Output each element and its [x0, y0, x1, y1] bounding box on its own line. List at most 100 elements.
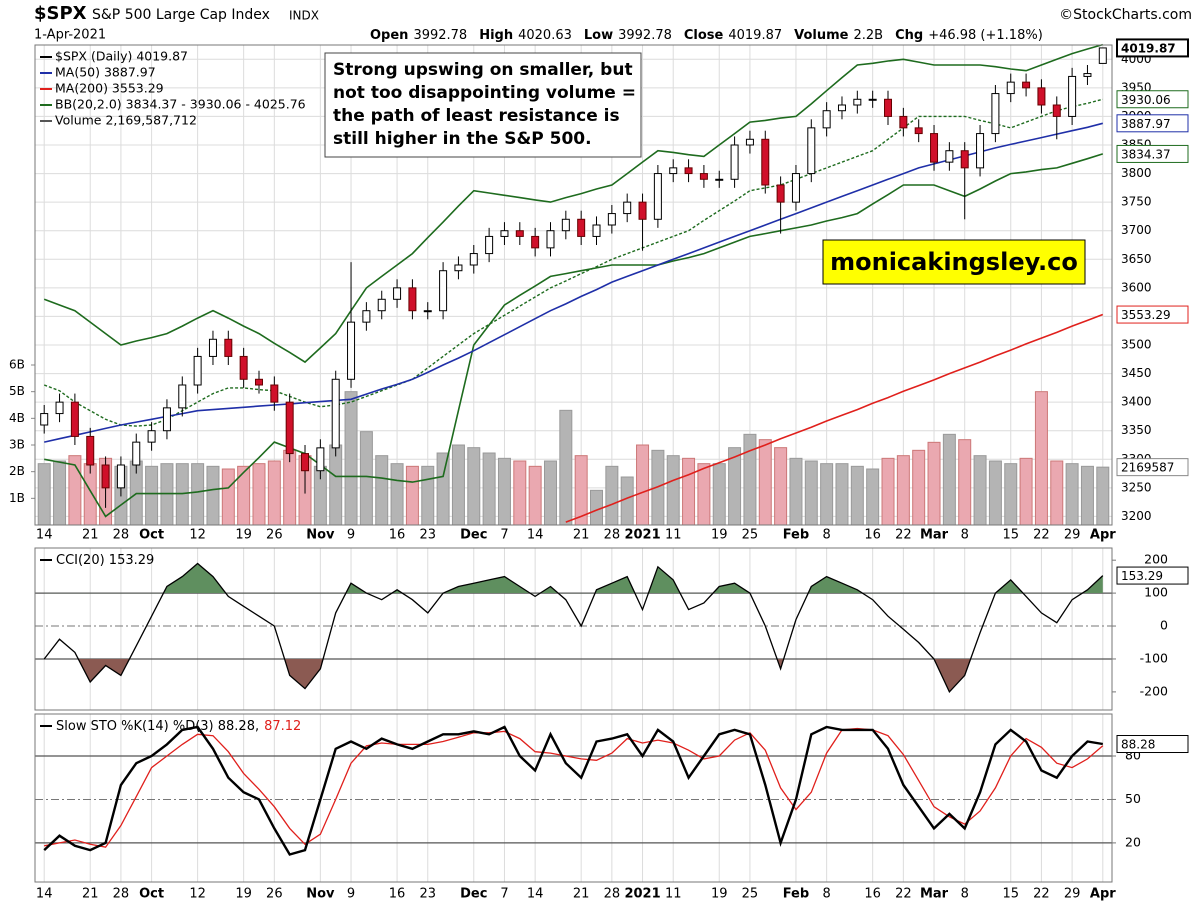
overbought-fill — [44, 563, 1103, 594]
x-tick-label: 29 — [1064, 528, 1081, 543]
y-tick-label: 50 — [1125, 791, 1141, 806]
candle-body — [868, 98, 877, 101]
candle-body — [347, 321, 356, 380]
candle-body — [193, 355, 202, 386]
candle-body — [86, 435, 95, 466]
value-tag: 4019.87 — [1116, 38, 1189, 58]
quote-value: 2.2B — [853, 28, 883, 43]
x-tick-label: 2021 — [624, 528, 660, 543]
annotation-text: still higher in the S&P 500. — [333, 129, 592, 149]
x-tick-label: 26 — [266, 887, 283, 902]
candle-body — [607, 213, 616, 226]
volume-bar — [329, 444, 343, 526]
y-tick-label: 3450 — [1121, 366, 1152, 380]
y-tick-label: 3200 — [1121, 509, 1152, 523]
candle-body — [546, 230, 555, 249]
indicator-line — [43, 725, 1103, 856]
volume-bar — [1096, 466, 1110, 526]
volume-bar — [697, 463, 711, 526]
x-tick-label: Mar — [920, 887, 949, 902]
panel-frame — [34, 713, 1113, 883]
volume-tick-label: 3B — [9, 438, 25, 452]
volume-bar — [789, 457, 803, 526]
watermark-box — [822, 239, 1086, 285]
volume-bar — [405, 465, 419, 526]
x-tick-label: Apr — [1090, 528, 1116, 543]
candle-body — [715, 178, 724, 181]
x-tick-label: 16 — [389, 528, 406, 543]
candle-body — [684, 167, 693, 175]
quote-label: Chg — [895, 28, 923, 43]
volume-bar — [252, 463, 266, 526]
volume-bar — [513, 460, 527, 526]
volume-bar — [421, 465, 435, 526]
x-tick-label: 11 — [665, 528, 682, 543]
volume-bar — [375, 455, 389, 526]
candle-body — [837, 104, 846, 112]
y-tick-label: 3800 — [1121, 166, 1152, 180]
y-tick-label: 3750 — [1121, 195, 1152, 209]
x-tick-label: Oct — [139, 887, 164, 902]
watermark: monicakingsley.co — [830, 248, 1078, 276]
x-tick-label: 7 — [500, 528, 508, 543]
volume-bar — [390, 463, 404, 526]
candle-body — [1068, 75, 1077, 117]
candle-body — [178, 384, 187, 409]
candle-body — [439, 270, 448, 312]
candle-body — [853, 98, 862, 106]
x-tick-label: 28 — [604, 887, 621, 902]
legend-label: CCI(20) 153.29 — [56, 553, 154, 568]
volume-bar — [835, 463, 849, 526]
candle-body — [623, 201, 632, 215]
candle-body — [116, 464, 125, 489]
candle-body — [577, 218, 586, 237]
candle-body — [761, 138, 770, 186]
volume-bar — [359, 431, 373, 526]
x-tick-label: 19 — [235, 887, 252, 902]
x-tick-label: 14 — [527, 528, 544, 543]
x-tick-label: Nov — [306, 528, 335, 543]
y-tick-label: -100 — [1140, 650, 1168, 665]
legend-label: $SPX (Daily) 4019.87 — [55, 49, 188, 64]
value-tag-box — [1116, 305, 1189, 324]
volume-bar — [942, 433, 956, 526]
candle-body — [208, 338, 217, 357]
value-tag: 3930.06 — [1116, 90, 1189, 109]
x-tick-label: 8 — [961, 887, 969, 902]
candle-body — [70, 401, 79, 437]
x-tick-label: Dec — [460, 887, 487, 902]
volume-bar — [53, 460, 67, 526]
legend-entry: 87.12 — [264, 719, 301, 734]
annotation-text: Strong upswing on smaller, but — [333, 60, 633, 80]
value-tag-box — [1116, 735, 1189, 754]
x-tick-label: 9 — [347, 528, 355, 543]
x-tick-label: 2021 — [624, 887, 660, 902]
candle-body — [884, 98, 893, 117]
volume-bar — [712, 463, 726, 526]
legend-label: Volume 2,169,587,712 — [55, 113, 197, 128]
volume-bar — [973, 455, 987, 526]
x-tick-label: 22 — [1033, 887, 1050, 902]
value-tag: 3887.97 — [1116, 114, 1189, 133]
volume-bar — [497, 457, 511, 526]
y-tick-label: -200 — [1140, 683, 1168, 698]
volume-tick-label: 2B — [9, 464, 25, 478]
candle-body — [822, 110, 831, 129]
candle-body — [162, 407, 171, 432]
x-tick-label: 28 — [113, 887, 130, 902]
candle-body — [991, 93, 1000, 135]
value-tag-label: 2169587 — [1121, 461, 1174, 475]
bollinger-middle — [43, 98, 1103, 427]
volume-bar — [1004, 463, 1018, 526]
value-tag: 3553.29 — [1116, 305, 1189, 324]
x-tick-label: 23 — [419, 528, 436, 543]
x-tick-label: 19 — [711, 528, 728, 543]
x-tick-label: 14 — [36, 528, 53, 543]
volume-bar — [758, 439, 772, 526]
volume-bar — [467, 447, 481, 526]
volume-bar — [958, 439, 972, 526]
annotation-text: the path of least resistance is — [333, 106, 620, 126]
candle-body — [730, 144, 739, 180]
y-tick-label: 3400 — [1121, 395, 1152, 409]
candle-body — [960, 150, 969, 169]
